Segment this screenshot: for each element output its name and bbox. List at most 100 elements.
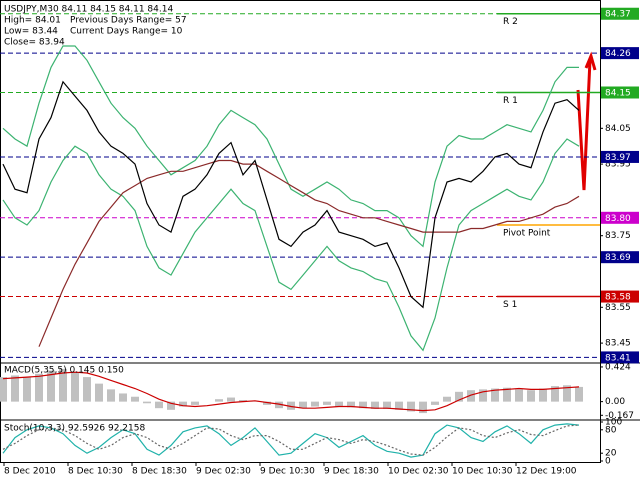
histogram-bar [275, 401, 283, 409]
y-tick-label: 0.00 [605, 397, 625, 407]
histogram-bar [239, 400, 247, 402]
level-tag: 84.26 [601, 47, 639, 60]
level-box [601, 7, 639, 20]
y-tick-label: 83.75 [605, 231, 631, 241]
histogram-bar [335, 401, 343, 407]
histogram-bar [359, 401, 367, 409]
level-label: 84.15 [605, 89, 631, 99]
level-tag: 83.80 [601, 211, 639, 224]
histogram-bar [575, 386, 583, 402]
histogram-bar [287, 401, 295, 410]
panel-title: USDJPY,M30 84.11 84.15 84.11 84.14 [4, 5, 173, 15]
level-box [601, 211, 639, 224]
level-label: 83.80 [605, 214, 631, 224]
histogram-bar [479, 389, 487, 402]
x-tick-label: 10 Dec 02:30 [388, 467, 449, 477]
histogram-bar [515, 389, 523, 402]
histogram-bar [539, 388, 547, 402]
level-label: 83.58 [605, 293, 631, 303]
level-label: 83.97 [605, 153, 631, 163]
y-tick-label: 0.424 [605, 362, 631, 372]
histogram-bar [47, 370, 55, 402]
y-tick-label: 83.45 [605, 339, 631, 349]
histogram-bar [107, 389, 115, 402]
series-line [2, 423, 580, 458]
x-tick-label: 9 Dec 02:30 [196, 467, 251, 477]
histogram-bar [311, 401, 319, 407]
histogram-bar [347, 401, 355, 408]
histogram-bar [407, 401, 415, 412]
level-tag: 84.37 [601, 7, 639, 20]
histogram-bar [419, 401, 427, 414]
series-line [2, 45, 579, 248]
x-tick-label: 8 Dec 18:30 [132, 467, 187, 477]
histogram-bar [0, 377, 7, 402]
histogram-bar [323, 401, 331, 405]
series-line [2, 371, 580, 412]
histogram-bar [179, 401, 187, 407]
y-tick-label: 83.95 [605, 160, 631, 170]
histogram-bar [11, 375, 19, 402]
level-box [601, 351, 639, 364]
pivot-label: S 1 [503, 300, 517, 310]
histogram-bar [71, 372, 79, 402]
series-line [2, 80, 580, 309]
histogram-bar [23, 377, 31, 402]
histogram-bar [551, 386, 559, 402]
level-tag: 84.15 [601, 86, 639, 99]
histogram-bar [371, 401, 379, 409]
histogram-bar [383, 401, 391, 409]
histogram-bar [131, 396, 139, 402]
histogram-bar [443, 396, 451, 402]
histogram-bar [431, 401, 439, 405]
level-tag: 83.69 [601, 251, 639, 264]
x-tick-label: 10 Dec 10:30 [452, 467, 513, 477]
y-tick-label: -0.167 [605, 411, 634, 421]
y-tick-label: 100 [605, 418, 622, 428]
histogram-bar [191, 401, 199, 405]
y-tick-label: 0 [605, 457, 611, 467]
histogram-bar [59, 368, 67, 402]
info-text: Low= 83.44 [4, 27, 58, 37]
y-tick-label: 80 [605, 425, 617, 435]
pivot-label: Pivot Point [503, 228, 551, 238]
info-text: High= 84.01 [4, 16, 61, 26]
histogram-bar [503, 387, 511, 402]
level-tag: 83.41 [601, 351, 639, 364]
info-text: Current Days Range= 10 [70, 27, 183, 37]
histogram-bar [227, 397, 235, 402]
histogram-bar [299, 401, 307, 409]
level-label: 83.69 [605, 253, 631, 263]
histogram-bar [83, 377, 91, 402]
info-text: Previous Days Range= 57 [70, 16, 187, 26]
histogram-bar [563, 385, 571, 402]
panel-title: MACD(5,35,5) 0.145 0.150 [4, 366, 124, 376]
histogram-bar [455, 391, 463, 402]
x-tick-label: 9 Dec 18:30 [324, 467, 379, 477]
y-tick-label: 84.05 [605, 124, 631, 134]
histogram-bar [143, 401, 151, 404]
histogram-bar [527, 390, 535, 402]
histogram-bar [215, 399, 223, 402]
histogram-bar [95, 383, 103, 402]
arrow-drawing [576, 51, 597, 191]
level-label: 84.26 [605, 49, 631, 59]
histogram-bar [467, 390, 475, 402]
x-tick-label: 12 Dec 19:00 [516, 467, 577, 477]
panel-title: Stoch(10,3,3) 92.5926 92.2158 [4, 424, 145, 434]
level-label: 84.37 [605, 10, 631, 20]
series-line [2, 138, 580, 352]
pivot-label: R 2 [503, 17, 518, 27]
level-box [601, 290, 639, 303]
level-tag: 83.58 [601, 290, 639, 303]
histogram-bar [119, 393, 127, 402]
info-text: Close= 83.94 [4, 38, 65, 48]
histogram-bar [155, 401, 163, 409]
histogram-bar [491, 388, 499, 402]
x-tick-label: 9 Dec 10:30 [260, 467, 315, 477]
level-box [601, 251, 639, 264]
histogram-bar [395, 401, 403, 410]
series-line [38, 159, 580, 347]
histogram-bar [263, 401, 271, 405]
